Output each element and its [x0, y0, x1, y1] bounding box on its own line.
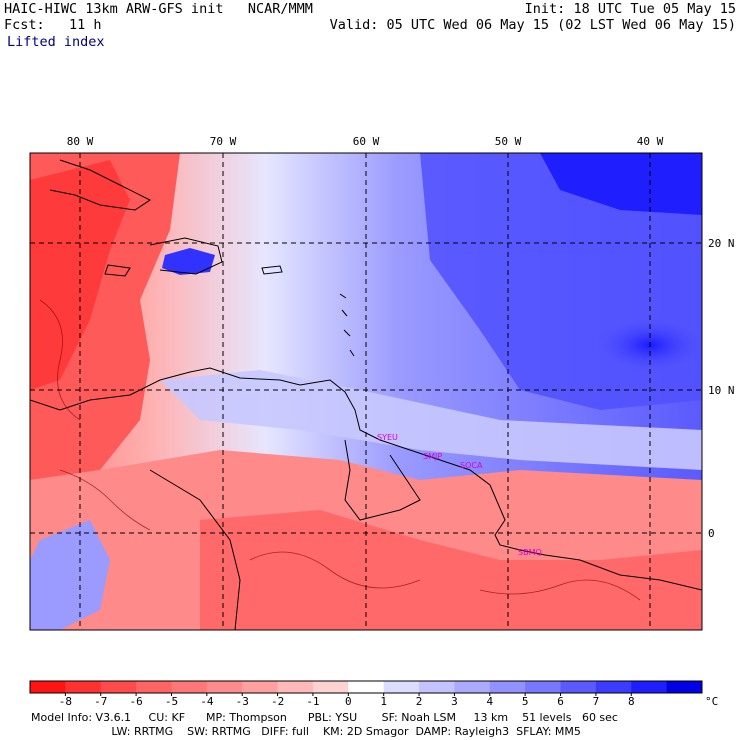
lon-label: 50 W	[495, 135, 522, 148]
colorbar-swatch	[595, 681, 632, 693]
colorbar-tick-label: -2	[271, 695, 284, 708]
colorbar-tick-label: -3	[236, 695, 249, 708]
colorbar-tick-label: -5	[165, 695, 178, 708]
contour-line	[59, 469, 151, 531]
lat-label: 0	[708, 527, 715, 540]
contour-line	[479, 579, 641, 601]
lat-label: 10 N	[708, 384, 735, 397]
colorbar-swatch	[30, 681, 66, 693]
colorbar-swatch	[489, 681, 526, 693]
colorbar-tick-label: 4	[486, 695, 493, 708]
deep-blue-north	[540, 153, 702, 215]
colorbar-tick-label: 6	[557, 695, 564, 708]
colorbar-tick-label: 5	[522, 695, 529, 708]
colorbar: -8 -7 -6 -5 -4 -3 -2 -1 0 1 2 3 4 5 6 7 8	[29, 680, 703, 708]
colorbar-swatch	[631, 681, 668, 693]
colorbar-swatch	[348, 681, 385, 693]
colombia-border	[149, 469, 241, 630]
map-field	[30, 153, 702, 630]
model-info-line1: Model Info: V3.6.1 CU: KF MP: Thompson P…	[31, 711, 618, 724]
colorbar-tick-label: -7	[94, 695, 107, 708]
station-label: SYEU	[377, 433, 398, 442]
colorbar-swatch	[136, 681, 172, 693]
lesser-antilles	[339, 293, 355, 357]
lon-label: 40 W	[637, 135, 664, 148]
model-info-line2: LW: RRTMG SW: RRTMG DIFF: full KM: 2D Sm…	[31, 725, 581, 738]
colorbar-tick-label: 2	[416, 695, 423, 708]
colorbar-swatch	[312, 681, 349, 693]
lon-label: 70 W	[210, 135, 237, 148]
colorbar-tick-label: 8	[628, 695, 635, 708]
cuba-coast	[49, 159, 151, 211]
station-label: SBMQ	[518, 548, 542, 557]
puerto-rico-coast	[261, 265, 283, 275]
colorbar-swatch	[206, 681, 243, 693]
colorbar-tick-label: 3	[451, 695, 458, 708]
light-blue-band	[160, 370, 702, 470]
blue-andes	[30, 520, 110, 630]
station-label: SMJP	[423, 452, 442, 461]
field-name: Lifted index	[7, 34, 105, 50]
colorbar-swatch	[419, 681, 455, 693]
lat-label: 20 N	[708, 237, 735, 250]
colorbar-frame	[29, 680, 703, 694]
contour-line	[249, 551, 421, 589]
model-title: HAIC-HIWC 13km ARW-GFS init NCAR/MMM	[4, 1, 313, 17]
deep-red-south	[200, 510, 702, 630]
colorbar-swatch	[666, 681, 703, 693]
hispaniola-blue	[162, 248, 215, 275]
colorbar-swatch	[525, 681, 562, 693]
colorbar-swatch	[65, 681, 102, 693]
colorbar-tick-label: -8	[59, 695, 72, 708]
colorbar-tick-label: -1	[306, 695, 319, 708]
colorbar-tick-label: 1	[380, 695, 387, 708]
colorbar-tick-label: -6	[129, 695, 142, 708]
forecast-hour: Fcst: 11 h	[4, 17, 102, 33]
colorbar-tick-label: 0	[345, 695, 352, 708]
init-time: Init: 18 UTC Tue 05 May 15	[524, 1, 736, 17]
coastlines	[30, 159, 702, 630]
colorbar-swatch	[242, 681, 279, 693]
colorbar-swatch	[100, 681, 137, 693]
colorbar-swatch	[454, 681, 491, 693]
colorbar-swatch	[383, 681, 420, 693]
station-label: SOCA	[460, 461, 483, 470]
valid-time: Valid: 05 UTC Wed 06 May 15 (02 LST Wed …	[329, 17, 736, 33]
colorbar-unit: °C	[705, 695, 718, 708]
colorbar-swatch	[277, 681, 314, 693]
contours	[39, 299, 641, 601]
colorbar-tick-label: 7	[593, 695, 600, 708]
deep-blue-core	[590, 315, 702, 375]
lat-lon-grid	[30, 153, 702, 630]
colorbar-swatch	[560, 681, 597, 693]
guyana-border	[344, 439, 421, 521]
south-america-coast	[30, 367, 702, 591]
hispaniola-coast	[149, 237, 223, 275]
jamaica-coast	[104, 264, 131, 277]
contour-line	[39, 299, 81, 421]
lon-label: 60 W	[353, 135, 380, 148]
colorbar-tick-label: -4	[200, 695, 214, 708]
lon-label: 80 W	[67, 135, 94, 148]
colorbar-swatch	[171, 681, 208, 693]
